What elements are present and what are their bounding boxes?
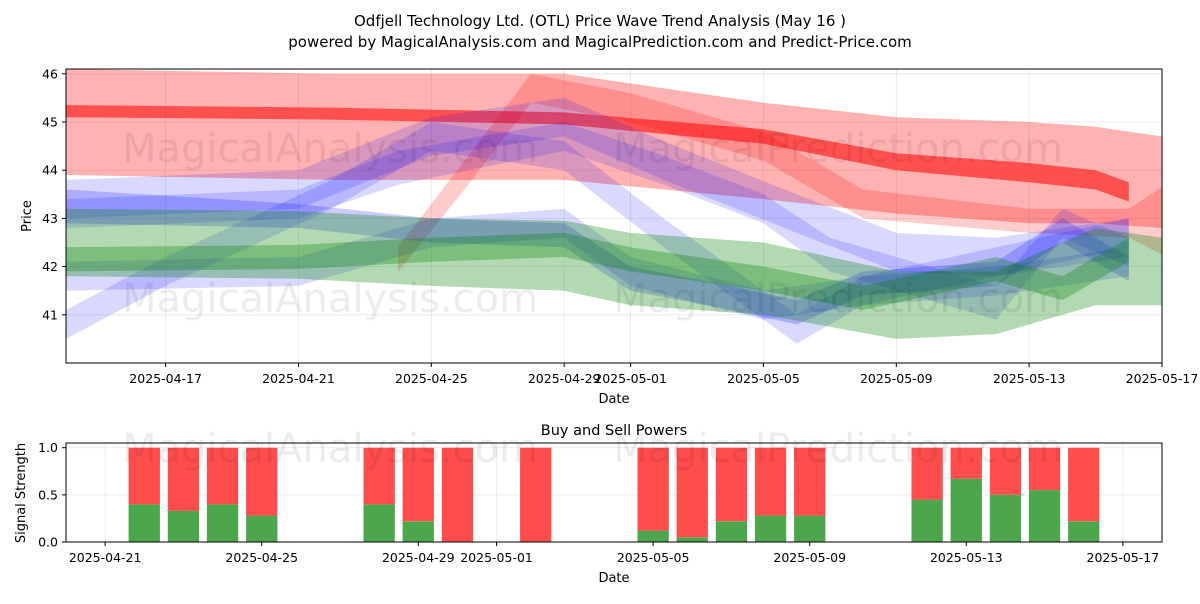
buy-sell-chart-x-label: Date	[598, 571, 629, 586]
price-x-tick-label-3: 2025-04-29	[528, 371, 601, 386]
price-wave-band-blue-5	[66, 122, 1129, 344]
buy-sell-bars	[128, 447, 1100, 542]
bs-x-tick-label-5: 2025-05-09	[773, 550, 846, 565]
bs-y-tick-label-2: 1.0	[38, 440, 58, 455]
price-chart-x-label: Date	[598, 392, 629, 407]
watermark-prediction-top: MagicalPrediction.com	[613, 126, 1063, 172]
price-y-tick-label-1: 42	[42, 259, 58, 274]
watermark-analysis-top: MagicalAnalysis.com	[122, 126, 538, 172]
price-x-tick-label-6: 2025-05-09	[860, 371, 933, 386]
price-y-tick-label-4: 45	[42, 115, 58, 130]
price-wave-band-red-1	[66, 105, 1129, 202]
price-wave-band-green-9	[66, 232, 1129, 310]
figure-title-line2: powered by MagicalAnalysis.com and Magic…	[288, 33, 912, 51]
watermark-analysis-mid: MagicalAnalysis.com	[122, 276, 538, 322]
buy-sell-chart-frame	[65, 442, 1163, 543]
price-x-tick-label-4: 2025-05-01	[594, 371, 667, 386]
sell-bar-2025-05-07	[715, 447, 748, 522]
buy-sell-chart-title: Buy and Sell Powers	[541, 423, 687, 439]
buy-bar-2025-05-08	[754, 515, 787, 542]
buy-bar-2025-05-14	[989, 494, 1022, 542]
buy-bar-2025-05-13	[950, 478, 982, 542]
sell-bar-2025-05-08	[754, 447, 787, 516]
buy-sell-chart-y-ticks: 0.0 0.5 1.0	[38, 440, 66, 550]
buy-sell-chart-x-ticks: 2025-04-21 2025-04-25 2025-04-29 2025-05-01…	[69, 542, 1159, 565]
buy-bar-2025-04-28	[363, 504, 395, 542]
price-chart-y-label: Price	[20, 200, 35, 232]
sell-bar-2025-05-02	[520, 447, 552, 542]
price-x-tick-label-5: 2025-05-05	[727, 371, 800, 386]
buy-bar-2025-04-23	[167, 510, 200, 542]
buy-bar-2025-05-12	[911, 499, 943, 542]
buy-bar-2025-05-15	[1028, 490, 1061, 542]
bs-x-tick-label-3: 2025-05-01	[460, 550, 533, 565]
sell-bar-2025-04-22	[128, 447, 160, 505]
price-wave-band-red-2	[398, 73, 1163, 272]
bs-x-tick-label-4: 2025-05-05	[617, 550, 690, 565]
sell-bar-2025-04-23	[167, 447, 200, 511]
price-chart-frame	[65, 68, 1163, 364]
watermark-prediction-bottom: MagicalPrediction.com	[613, 426, 1063, 472]
price-wave-band-blue-4	[66, 122, 1129, 320]
bs-x-tick-label-6: 2025-05-13	[930, 550, 1003, 565]
buy-bar-2025-05-16	[1068, 521, 1100, 542]
price-chart-x-ticks: 2025-04-17 2025-04-21 2025-04-25 2025-04-29…	[129, 363, 1198, 386]
bs-x-tick-label-2: 2025-04-29	[382, 550, 455, 565]
sell-bar-2025-04-30	[441, 447, 474, 542]
watermark-analysis-bottom: MagicalAnalysis.com	[122, 426, 538, 472]
bs-x-tick-label-7: 2025-05-17	[1087, 550, 1160, 565]
bs-y-tick-label-1: 0.5	[38, 487, 58, 502]
buy-bar-2025-05-06	[676, 537, 708, 542]
sell-bar-2025-04-28	[363, 447, 395, 505]
price-x-tick-label-7: 2025-05-13	[993, 371, 1066, 386]
price-x-tick-label-0: 2025-04-17	[129, 371, 202, 386]
sell-bar-2025-04-24	[206, 447, 239, 505]
price-wave-band-green-8	[66, 208, 1162, 339]
buy-bar-2025-05-05	[637, 530, 669, 542]
price-wave-band-blue-3	[66, 97, 1129, 277]
price-y-tick-label-2: 43	[42, 211, 58, 226]
price-x-tick-label-2: 2025-04-25	[395, 371, 468, 386]
buy-bar-2025-04-25	[246, 515, 278, 542]
figure-title-line1: Odfjell Technology Ltd. (OTL) Price Wave…	[354, 12, 846, 30]
price-wave-band-blue-7	[66, 189, 1129, 325]
bs-x-tick-label-0: 2025-04-21	[69, 550, 142, 565]
price-y-tick-label-5: 46	[42, 66, 58, 81]
price-wave-chart: MagicalAnalysis.com MagicalPrediction.co…	[20, 66, 1198, 407]
sell-bar-2025-04-29	[402, 447, 434, 522]
buy-bar-2025-05-09	[794, 515, 826, 542]
sell-bar-2025-05-12	[911, 447, 943, 500]
sell-bar-2025-05-05	[637, 447, 669, 531]
price-chart-y-ticks: 41 42 43 44 45 46	[42, 66, 66, 322]
watermark-prediction-mid: MagicalPrediction.com	[613, 276, 1063, 322]
bs-y-tick-label-0: 0.0	[38, 535, 58, 550]
sell-bar-2025-05-15	[1028, 447, 1061, 491]
sell-bar-2025-05-16	[1068, 447, 1100, 522]
sell-bar-2025-05-06	[676, 447, 708, 538]
price-wave-bands	[66, 69, 1163, 344]
buy-bar-2025-04-29	[402, 521, 434, 542]
buy-bar-2025-04-24	[206, 504, 239, 542]
sell-bar-2025-05-14	[989, 447, 1022, 495]
buy-sell-chart-y-label: Signal Strength	[14, 443, 29, 543]
price-y-tick-label-0: 41	[42, 307, 58, 322]
price-wave-band-blue-6	[66, 208, 1129, 320]
price-x-tick-label-1: 2025-04-21	[262, 371, 335, 386]
buy-sell-powers-chart: Buy and Sell Powers MagicalAnalysis.com …	[14, 423, 1163, 586]
price-x-tick-label-8: 2025-05-17	[1126, 371, 1199, 386]
price-y-tick-label-3: 44	[42, 163, 58, 178]
bs-x-tick-label-1: 2025-04-25	[225, 550, 298, 565]
buy-bar-2025-05-07	[715, 521, 748, 542]
sell-bar-2025-04-25	[246, 447, 278, 516]
sell-bar-2025-05-13	[950, 447, 982, 479]
sell-bar-2025-05-09	[794, 447, 826, 516]
buy-bar-2025-04-22	[128, 504, 160, 542]
